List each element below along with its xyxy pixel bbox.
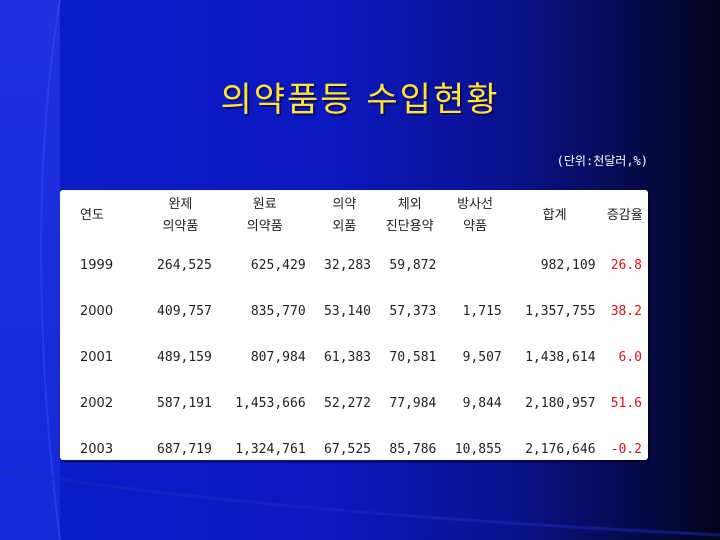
cell-raw: 835,770 xyxy=(250,303,306,319)
cell-year: 2000 xyxy=(80,303,114,319)
import-table: 연도 완제 의약품 원료 의약품 의약 외품 체외 진단용약 방사선 약품 합계 증감율 … xyxy=(60,190,648,460)
cell-quasi: 61,383 xyxy=(324,349,372,365)
cell-year: 2002 xyxy=(80,395,114,411)
header-total: 합계 xyxy=(542,208,567,223)
cell-quasi: 53,140 xyxy=(324,303,372,319)
cell-rate: 51.6 xyxy=(610,395,642,411)
cell-radio: 1,715 xyxy=(462,303,502,319)
unit-note: (단위:천달러,%) xyxy=(556,154,648,168)
cell-finished: 687,719 xyxy=(157,441,212,457)
cell-total: 2,176,646 xyxy=(525,441,596,457)
cell-finished: 409,757 xyxy=(157,303,212,319)
cell-quasi: 32,283 xyxy=(324,257,372,273)
table-row: 1999 264,525 625,429 32,283 59,872 982,1… xyxy=(60,242,648,288)
cell-total: 1,357,755 xyxy=(525,303,596,319)
cell-rate: -0.2 xyxy=(610,441,642,457)
cell-diag: 70,581 xyxy=(389,349,437,365)
table-row: 2002 587,191 1,453,666 52,272 77,984 9,8… xyxy=(60,380,648,426)
cell-radio xyxy=(442,242,507,288)
cell-total: 2,180,957 xyxy=(525,395,596,411)
cell-total: 982,109 xyxy=(540,257,596,273)
cell-quasi: 67,525 xyxy=(324,441,372,457)
cell-raw: 1,324,761 xyxy=(235,441,306,457)
cell-raw: 807,984 xyxy=(250,349,306,365)
cell-quasi: 52,272 xyxy=(324,395,372,411)
cell-year: 2003 xyxy=(80,441,114,457)
header-finished-drugs: 완제 의약품 xyxy=(162,197,199,234)
cell-radio: 10,855 xyxy=(454,441,502,457)
cell-radio: 9,844 xyxy=(462,395,502,411)
cell-diag: 57,373 xyxy=(389,303,437,319)
table-header-row: 연도 완제 의약품 원료 의약품 의약 외품 체외 진단용약 방사선 약품 합계 증감율 xyxy=(60,190,648,242)
header-radiopharmaceuticals: 방사선 약품 xyxy=(457,197,493,234)
cell-raw: 1,453,666 xyxy=(235,395,306,411)
cell-year: 1999 xyxy=(80,257,114,273)
cell-total: 1,438,614 xyxy=(525,349,596,365)
header-raw-drugs: 원료 의약품 xyxy=(246,197,283,234)
header-year: 연도 xyxy=(80,208,104,223)
cell-year: 2001 xyxy=(80,349,114,365)
cell-rate: 26.8 xyxy=(610,257,642,273)
header-quasi-drugs: 의약 외품 xyxy=(332,197,357,234)
cell-finished: 587,191 xyxy=(157,395,212,411)
table-row: 2001 489,159 807,984 61,383 70,581 9,507… xyxy=(60,334,648,380)
table-row: 2003 687,719 1,324,761 67,525 85,786 10,… xyxy=(60,426,648,472)
cell-diag: 77,984 xyxy=(389,395,437,411)
cell-diag: 59,872 xyxy=(389,257,437,273)
table-row: 2000 409,757 835,770 53,140 57,373 1,715… xyxy=(60,288,648,334)
header-change-rate: 증감율 xyxy=(606,208,643,223)
cell-raw: 625,429 xyxy=(250,257,306,273)
cell-finished: 264,525 xyxy=(157,257,212,273)
cell-radio: 9,507 xyxy=(462,349,502,365)
cell-rate: 6.0 xyxy=(618,349,642,365)
slide-title: 의약품등 수입현황 xyxy=(220,80,500,120)
cell-rate: 38.2 xyxy=(610,303,642,319)
cell-diag: 85,786 xyxy=(389,441,437,457)
cell-finished: 489,159 xyxy=(157,349,212,365)
header-in-vitro-diagnostics: 체외 진단용약 xyxy=(385,197,434,234)
